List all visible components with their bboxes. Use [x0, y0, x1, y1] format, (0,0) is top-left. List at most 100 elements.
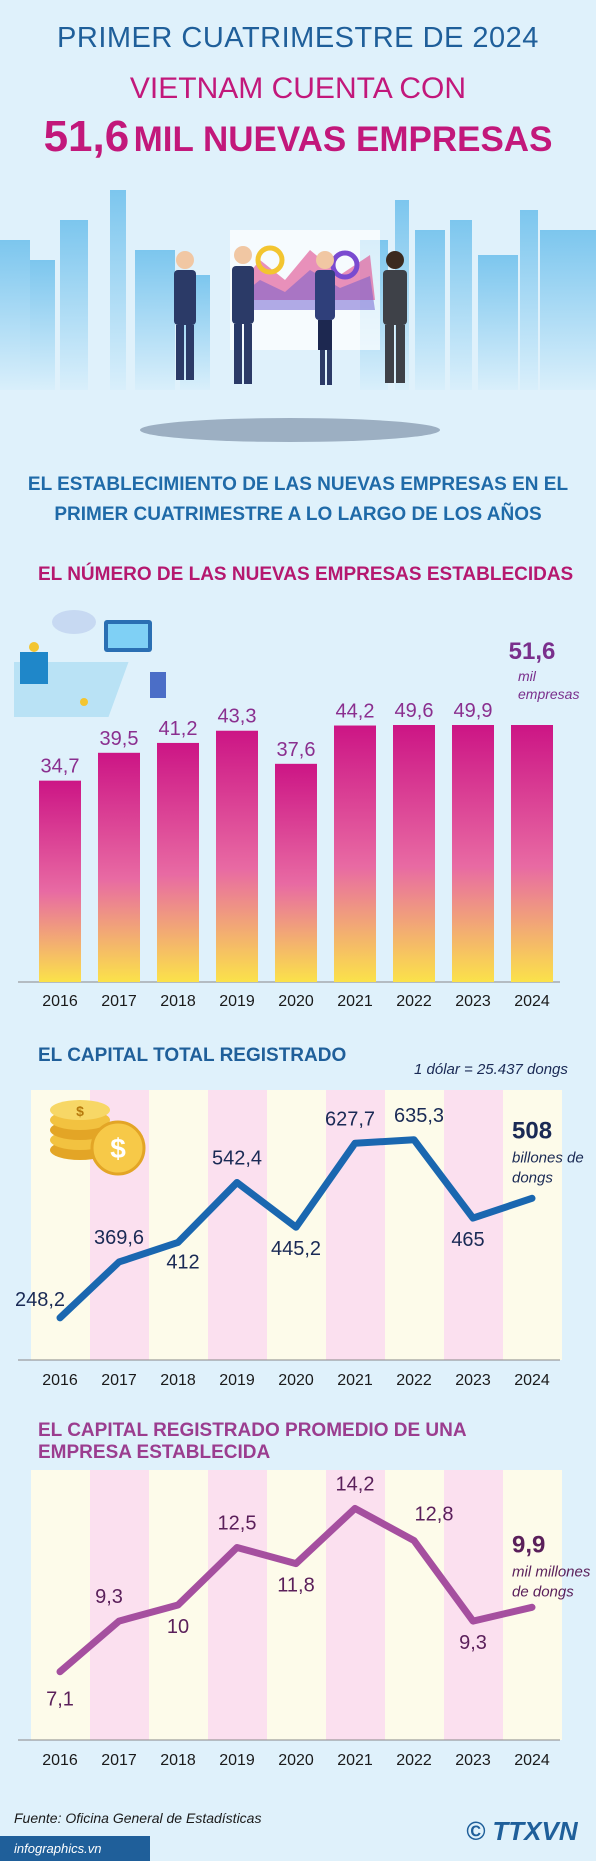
data-point [57, 1314, 63, 1321]
data-point [293, 1560, 299, 1567]
bar-2021 [334, 725, 376, 982]
data-point [470, 1618, 476, 1625]
header-line2: VIETNAM CUENTA CON [129, 72, 467, 105]
bar-value-label: 41,2 [159, 718, 198, 740]
data-point [411, 1136, 417, 1143]
column-band [326, 1090, 385, 1360]
x-tick-label: 2017 [101, 1752, 137, 1769]
column-band [31, 1470, 90, 1740]
point-value-label: 12,5 [218, 1513, 257, 1535]
bar-2019 [216, 730, 258, 982]
source-text: Fuente: Oficina General de Estadísticas [14, 1810, 262, 1826]
point-value-label: 542,4 [212, 1147, 262, 1169]
bar-2018 [157, 742, 199, 982]
x-tick-label: 2024 [514, 1372, 550, 1389]
column-band [90, 1470, 149, 1740]
x-tick-label: 2022 [396, 1752, 432, 1769]
unit-label: empresas [518, 686, 579, 702]
data-point [234, 1544, 240, 1551]
point-value-label: 9,9 [512, 1531, 545, 1558]
header-line3: 51,6 MIL NUEVAS EMPRESAS [0, 112, 596, 162]
unit-label: mil [518, 668, 537, 684]
header-text: MIL NUEVAS EMPRESAS [133, 120, 553, 159]
x-tick-label: 2023 [455, 1372, 491, 1389]
column-band [326, 1470, 385, 1740]
data-point [57, 1668, 63, 1675]
avg-capital-chart: 7,1 2016 9,3 2017 10 2018 12,5 2019 11,8 2020 14,2… [18, 1470, 591, 1769]
x-tick-label: 2022 [396, 1372, 432, 1389]
x-tick-label: 2017 [101, 1372, 137, 1389]
bar-chart-title: EL NÚMERO DE LAS NUEVAS EMPRESAS ESTABLE… [38, 564, 574, 585]
data-point [352, 1505, 358, 1512]
bar-value-label: 37,6 [277, 739, 316, 761]
bar-2020 [275, 763, 317, 982]
svg-text:$: $ [76, 1103, 84, 1119]
point-value-label: 412 [166, 1251, 199, 1273]
point-value-label: 508 [512, 1117, 552, 1144]
column-band [503, 1090, 562, 1360]
section-subtitle: EL ESTABLECIMIENTO DE LAS NUEVAS EMPRESA… [20, 470, 576, 530]
subtitle-line2: PRIMER CUATRIMESTRE A LO LARGO DE LOS AÑ… [54, 504, 542, 525]
avg-capital-title-line1: EL CAPITAL REGISTRADO PROMEDIO DE UNA [38, 1420, 467, 1441]
column-band [444, 1470, 503, 1740]
x-tick-label: 2016 [42, 993, 78, 1010]
data-point [529, 1195, 535, 1202]
x-tick-label: 2020 [278, 993, 314, 1010]
x-tick-label: 2018 [160, 993, 196, 1010]
bar-value-label: 43,3 [218, 706, 257, 728]
x-tick-label: 2016 [42, 1752, 78, 1769]
business-illustration [0, 190, 596, 442]
x-tick-label: 2020 [278, 1372, 314, 1389]
point-value-label: 369,6 [94, 1227, 144, 1249]
data-point [529, 1604, 535, 1611]
x-tick-label: 2019 [219, 993, 255, 1010]
bar-2022 [393, 725, 435, 982]
exchange-note: 1 dólar = 25.437 dongs [414, 1061, 568, 1078]
data-point [411, 1537, 417, 1544]
bar-2024 [511, 725, 553, 982]
unit-label: billones de [512, 1149, 584, 1166]
point-value-label: 248,2 [15, 1289, 65, 1311]
point-value-label: 627,7 [325, 1108, 375, 1130]
bar-value-label: 39,5 [100, 728, 139, 750]
point-value-label: 9,3 [95, 1586, 123, 1608]
point-value-label: 445,2 [271, 1238, 321, 1260]
x-tick-label: 2020 [278, 1752, 314, 1769]
column-band [208, 1090, 267, 1360]
x-tick-label: 2024 [514, 1752, 550, 1769]
bar-value-label: 44,2 [336, 701, 375, 723]
column-band [385, 1090, 444, 1360]
x-tick-label: 2023 [455, 1752, 491, 1769]
data-point [116, 1258, 122, 1265]
data-point [175, 1602, 181, 1608]
data-point [352, 1140, 358, 1147]
x-tick-label: 2021 [337, 1752, 373, 1769]
point-value-label: 7,1 [46, 1689, 74, 1711]
data-point [234, 1179, 240, 1186]
capital-total-title: EL CAPITAL TOTAL REGISTRADO [38, 1045, 347, 1066]
bar-value-label: 51,6 [509, 640, 556, 665]
coins-icon: $ $ [50, 1100, 146, 1176]
data-point [175, 1239, 181, 1246]
ttxvn-logo: © TTXVN [466, 1816, 578, 1846]
point-value-label: 465 [451, 1229, 484, 1251]
x-tick-label: 2021 [337, 993, 373, 1010]
x-tick-label: 2019 [219, 1752, 255, 1769]
bar-2017 [98, 752, 140, 982]
subtitle-line1: EL ESTABLECIMIENTO DE LAS NUEVAS EMPRESA… [27, 474, 569, 495]
x-tick-label: 2022 [396, 993, 432, 1010]
point-value-label: 635,3 [394, 1105, 444, 1127]
column-band [444, 1090, 503, 1360]
unit-label: de dongs [512, 1583, 574, 1600]
unit-label: dongs [512, 1169, 553, 1186]
site-link[interactable]: infographics.vn [0, 1836, 150, 1861]
bar-value-label: 34,7 [41, 756, 80, 778]
column-band [385, 1470, 444, 1740]
avg-capital-title: EL CAPITAL REGISTRADO PROMEDIO DE UNA EM… [38, 1420, 467, 1464]
x-tick-label: 2023 [455, 993, 491, 1010]
point-value-label: 12,8 [415, 1504, 454, 1526]
header-number: 51,6 [43, 112, 130, 161]
data-point [470, 1215, 476, 1222]
svg-text:$: $ [110, 1133, 126, 1164]
bar-chart: 34,7 2016 39,5 2017 41,2 2018 43,3 2019 37,6 2020… [18, 640, 579, 1010]
